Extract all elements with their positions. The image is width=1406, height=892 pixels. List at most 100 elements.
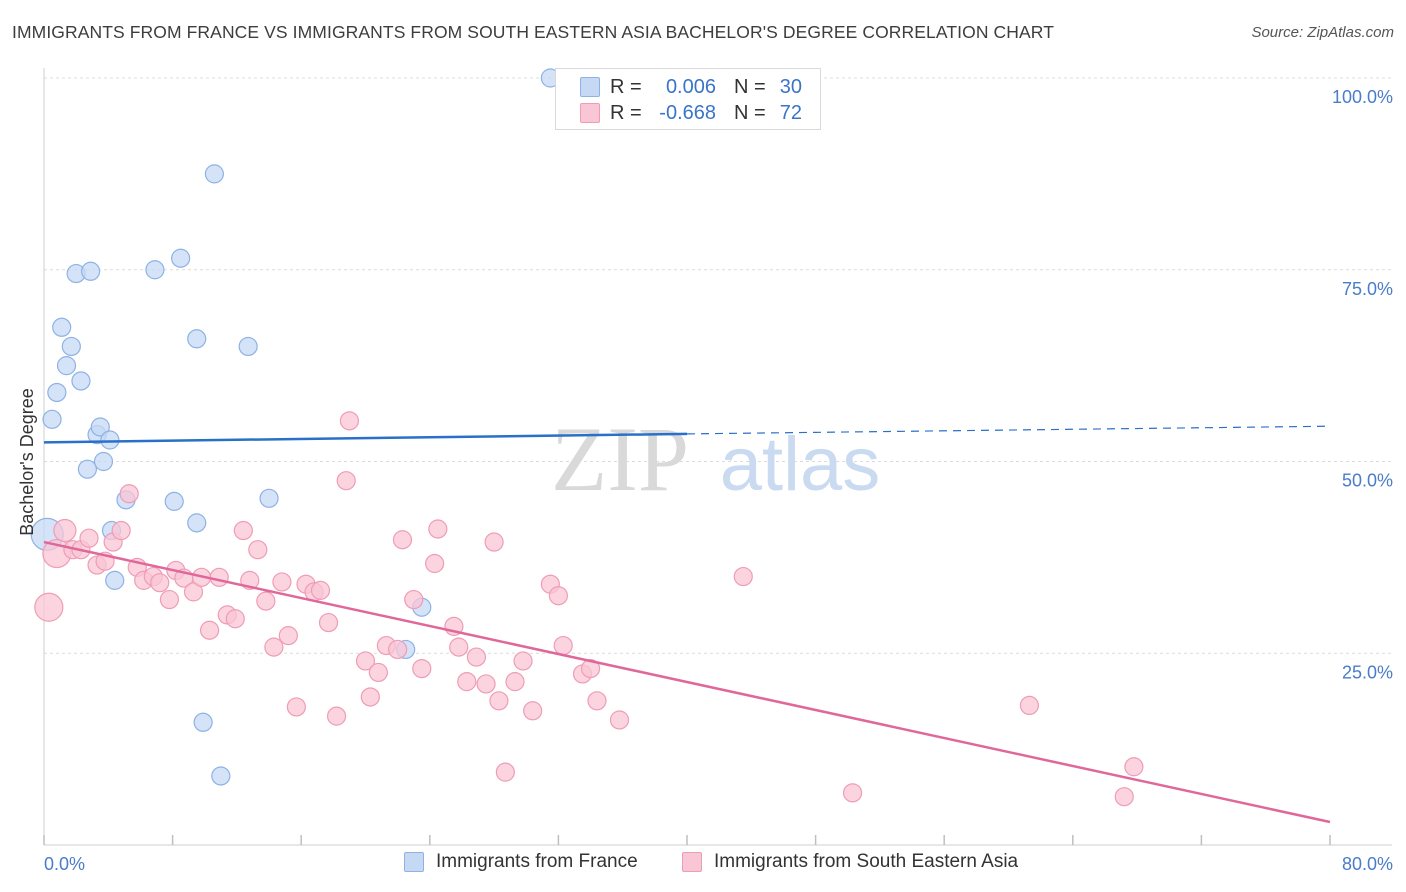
sea-point [587, 691, 607, 711]
sea-point [609, 710, 630, 730]
sea-point [842, 783, 863, 803]
sea-point [457, 672, 477, 692]
sea-point [513, 651, 533, 671]
sea-point [111, 520, 131, 541]
sea-point [225, 609, 245, 629]
france-point [61, 336, 81, 357]
france-swatch [404, 852, 424, 872]
sea-point [449, 637, 469, 657]
france-point [187, 329, 207, 349]
r-value: 0.006 [665, 75, 716, 98]
sea-point [264, 637, 284, 657]
sea-point [505, 672, 525, 692]
france-point [238, 336, 258, 357]
sea-point [733, 566, 753, 587]
france-point [77, 459, 98, 479]
sea-point [119, 484, 139, 504]
sea-point [209, 567, 229, 587]
france-point [105, 570, 125, 590]
legend-item-france[interactable]: Immigrants from France [404, 851, 638, 873]
france-point [204, 164, 224, 184]
stats-legend: R = 0.006 N = 30 R = -0.668 N = 72 [555, 68, 821, 130]
sea-point [248, 540, 268, 560]
data-points [30, 68, 1144, 807]
sea-swatch [580, 103, 600, 123]
france-point [259, 488, 279, 508]
france-point [52, 317, 72, 337]
sea-point [388, 639, 408, 660]
sea-point [233, 520, 253, 541]
y-tick-label: 100.0% [1332, 87, 1393, 107]
stats-legend-row-sea: R = -0.668 N = 72 [580, 100, 802, 126]
sea-point [523, 701, 543, 721]
sea-point [256, 591, 276, 611]
sea-point [1019, 695, 1039, 716]
n-value: 30 [779, 75, 802, 98]
france-point [171, 248, 191, 268]
sea-point [339, 411, 360, 431]
sea-point [1124, 757, 1144, 777]
x-tick-label: 0.0% [44, 854, 85, 874]
legend-label: Immigrants from France [436, 851, 638, 872]
stats-legend-row-france: R = 0.006 N = 30 [580, 74, 802, 100]
sea-point [484, 532, 504, 552]
x-tick-label: 80.0% [1342, 854, 1393, 874]
y-tick-label: 75.0% [1342, 279, 1393, 299]
grid [44, 77, 1392, 654]
france-point [193, 712, 213, 732]
chart-title: IMMIGRANTS FROM FRANCE VS IMMIGRANTS FRO… [12, 22, 1054, 42]
sea-point [412, 658, 432, 679]
watermark-zip: ZIP [551, 408, 689, 510]
france-trend-line-extension [686, 425, 1331, 435]
sea-point [278, 626, 298, 646]
y-tick-label: 25.0% [1342, 662, 1393, 682]
france-point [47, 382, 67, 403]
n-value: 72 [779, 101, 802, 124]
france-point [56, 356, 77, 376]
sea-point [310, 580, 331, 600]
sea-point [495, 762, 515, 782]
axes [43, 68, 1392, 846]
sea-point [428, 519, 448, 539]
legend-item-sea[interactable]: Immigrants from South Eastern Asia [682, 851, 1018, 873]
series-legend: Immigrants from France Immigrants from S… [0, 851, 1406, 877]
france-point [211, 766, 231, 786]
sea-point [150, 573, 170, 593]
trend-lines [43, 425, 1331, 824]
sea-point [404, 589, 424, 610]
sea-point [272, 572, 292, 592]
y-tick-label: 50.0% [1342, 471, 1393, 491]
sea-point [355, 651, 376, 671]
sea-point [53, 518, 77, 543]
sea-point [489, 691, 509, 711]
sea-point [466, 647, 487, 667]
sea-point [553, 635, 573, 656]
sea-swatch [682, 852, 702, 872]
sea-point [286, 697, 306, 717]
france-point [100, 430, 120, 450]
france-point [81, 261, 101, 281]
sea-point [1114, 787, 1134, 807]
sea-point [392, 530, 413, 550]
sea-point [326, 706, 347, 726]
france-point [93, 451, 114, 472]
sea-point [199, 620, 220, 640]
sea-point [336, 471, 356, 491]
sea-point [318, 612, 339, 633]
france-point [187, 513, 207, 533]
france-point [71, 371, 91, 391]
n-label: N = [734, 75, 766, 98]
france-trend-line [43, 432, 688, 444]
r-label: R = [610, 75, 642, 98]
france-point [145, 260, 165, 280]
legend-label: Immigrants from South Eastern Asia [714, 851, 1019, 872]
watermark-atlas: atlas [720, 422, 881, 507]
sea-point [360, 687, 380, 707]
france-point [90, 417, 110, 437]
sea-point [580, 658, 601, 679]
sea-point [183, 582, 204, 602]
r-value: -0.668 [659, 101, 716, 124]
n-label: N = [734, 101, 766, 124]
sea-point [79, 528, 99, 548]
